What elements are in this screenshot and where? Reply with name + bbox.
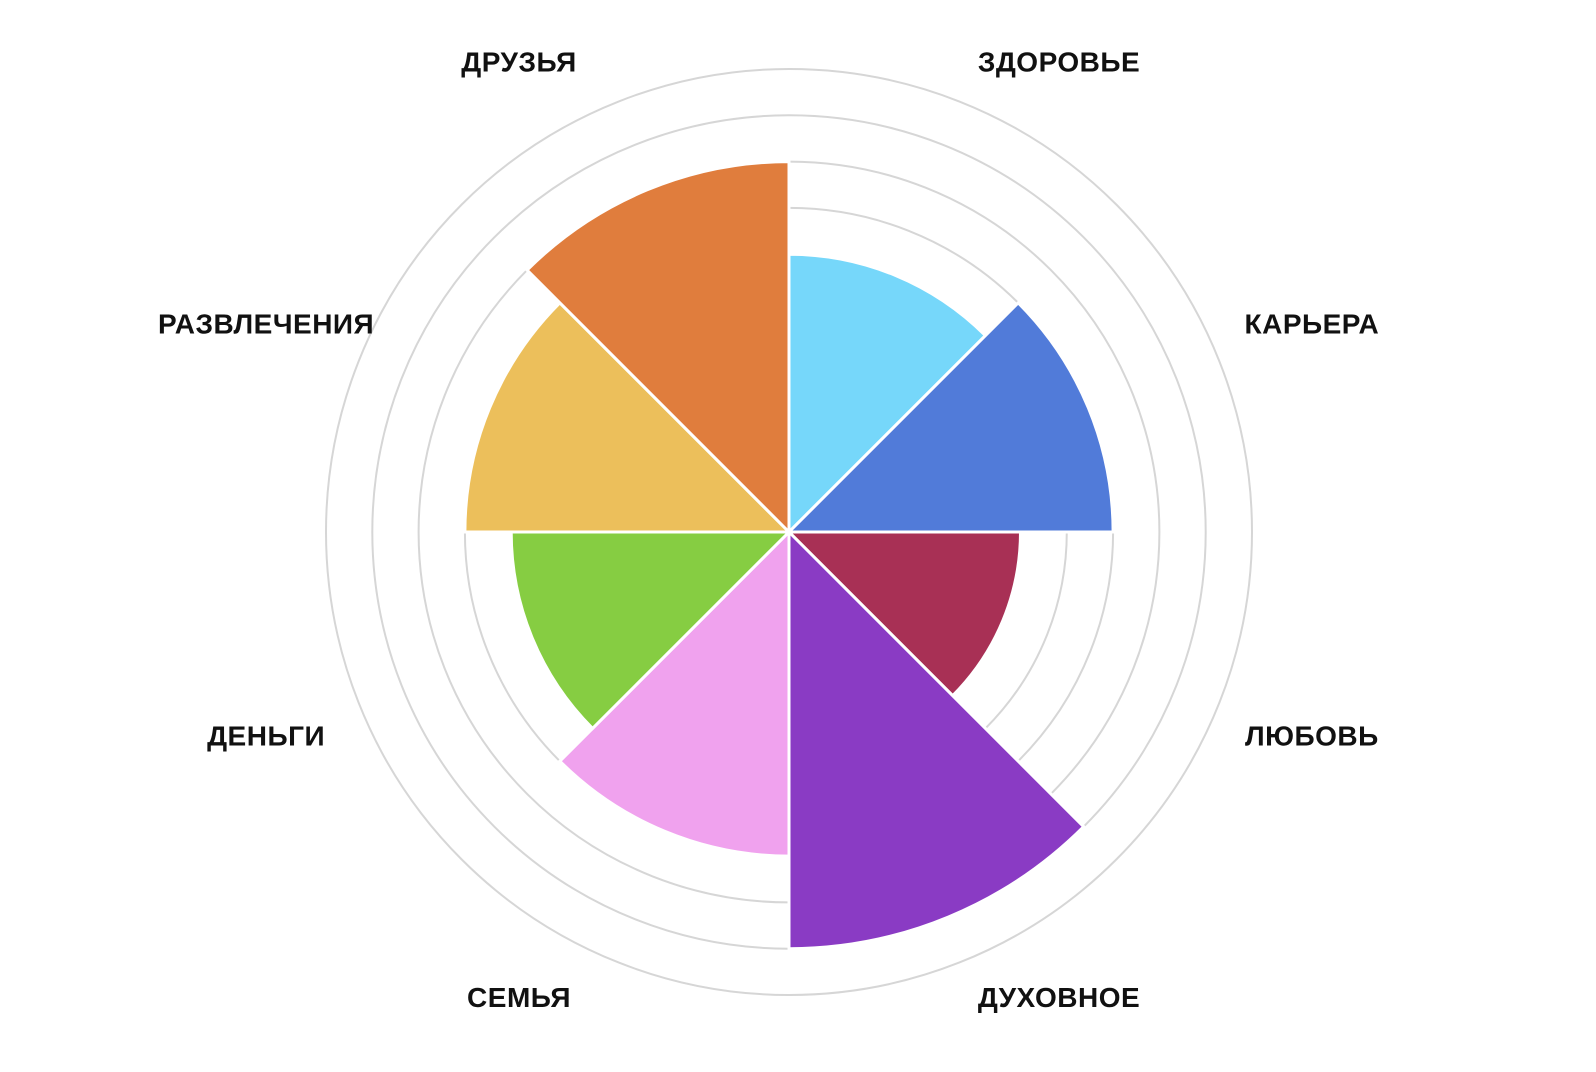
wedge bbox=[785, 530, 1023, 698]
category-label: КАРЬЕРА bbox=[1245, 308, 1380, 339]
wedge bbox=[787, 528, 1086, 951]
wedge bbox=[785, 300, 1115, 534]
wedge bbox=[509, 530, 793, 731]
category-label: СЕМЬЯ bbox=[467, 982, 571, 1013]
category-label: ДЕНЬГИ bbox=[207, 720, 325, 751]
wedge bbox=[524, 160, 791, 536]
wedge bbox=[463, 300, 793, 534]
grid-circle bbox=[325, 68, 1253, 996]
category-label: ДРУЗЬЯ bbox=[461, 47, 576, 78]
category-label: ЗДОРОВЬЕ bbox=[978, 47, 1140, 78]
wedge bbox=[787, 252, 988, 536]
wedge bbox=[557, 528, 791, 858]
category-label: ЛЮБОВЬ bbox=[1245, 720, 1379, 751]
category-label: РАЗВЛЕЧЕНИЯ bbox=[158, 308, 374, 339]
category-label: ДУХОВНОЕ bbox=[978, 982, 1140, 1013]
